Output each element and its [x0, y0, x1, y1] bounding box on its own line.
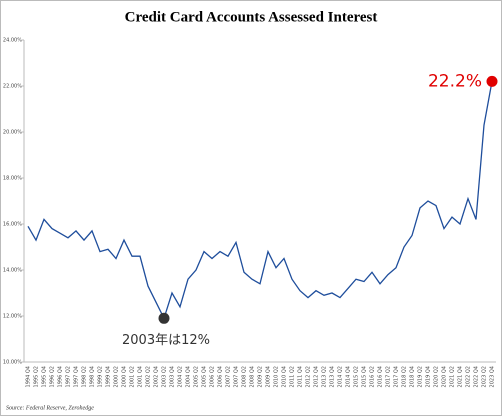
x-tick-label: 2008 Q4 [250, 366, 256, 387]
x-tick-label: 1995 Q4 [42, 366, 48, 387]
x-tick-label: 2020 Q2 [434, 366, 440, 387]
x-tick-label: 2002 Q4 [154, 366, 160, 387]
x-tick-label: 2000 Q4 [122, 366, 128, 387]
x-tick-label: 2021 Q4 [458, 366, 464, 387]
x-tick-label: 2007 Q2 [226, 366, 232, 387]
x-tick-label: 2003 Q4 [170, 366, 176, 387]
annotation: 2003年は12% [122, 333, 210, 348]
x-tick-label: 2023 Q2 [482, 366, 488, 387]
y-tick-label: 14.00% [3, 268, 22, 274]
x-tick-label: 2001 Q4 [138, 366, 144, 387]
x-tick-label: 2004 Q4 [186, 366, 192, 387]
y-tick-label: 24.00% [3, 38, 22, 44]
x-tick-label: 2021 Q2 [450, 366, 456, 387]
x-tick-label: 1995 Q2 [34, 366, 40, 387]
x-tick-label: 2008 Q2 [242, 366, 248, 387]
x-tick-label: 1999 Q4 [106, 366, 112, 387]
x-tick-label: 1997 Q2 [66, 366, 72, 387]
x-tick-label: 2005 Q2 [194, 366, 200, 387]
y-tick-label: 22.00% [3, 84, 22, 90]
x-tick-label: 2000 Q2 [114, 366, 120, 387]
x-tick-label: 2017 Q2 [386, 366, 392, 387]
y-tick-label: 20.00% [3, 130, 22, 136]
x-tick-label: 1998 Q2 [82, 366, 88, 387]
x-tick-label: 2018 Q2 [402, 366, 408, 387]
x-tick-label: 2002 Q2 [146, 366, 152, 387]
x-tick-label: 2009 Q4 [266, 366, 272, 387]
x-tick-label: 1994 Q4 [26, 366, 32, 387]
x-tick-label: 2010 Q2 [274, 366, 280, 387]
x-tick-label: 2009 Q2 [258, 366, 264, 387]
x-tick-label: 2017 Q4 [394, 366, 400, 387]
x-tick-label: 2004 Q2 [178, 366, 184, 387]
x-tick-label: 2012 Q2 [306, 366, 312, 387]
x-tick-label: 1996 Q2 [50, 366, 56, 387]
source: Source: Federal Reserve, Zerohedge [6, 405, 94, 411]
y-tick-label: 18.00% [3, 176, 22, 182]
x-tick-label: 2019 Q4 [426, 366, 432, 387]
x-tick-label: 2019 Q2 [418, 366, 424, 387]
x-tick-label: 2022 Q2 [466, 366, 472, 387]
x-tick-label: 2001 Q2 [130, 366, 136, 387]
x-tick-label: 2007 Q4 [234, 366, 240, 387]
highlight-point [158, 312, 170, 324]
series-line [27, 81, 493, 321]
x-tick-label: 2011 Q2 [290, 366, 296, 387]
x-tick-label: 2016 Q4 [378, 366, 384, 387]
chart-title: Credit Card Accounts Assessed Interest [125, 9, 378, 25]
y-tick-label: 16.00% [3, 222, 22, 228]
x-tick-label: 2005 Q4 [202, 366, 208, 387]
x-tick-label: 2014 Q2 [338, 366, 344, 387]
x-tick-label: 2018 Q4 [410, 366, 416, 387]
x-tick-label: 2014 Q4 [346, 366, 352, 387]
x-tick-label: 1998 Q4 [90, 366, 96, 387]
x-tick-label: 2023 Q4 [490, 366, 496, 387]
x-tick-label: 2011 Q4 [298, 366, 304, 387]
x-tick-label: 2015 Q2 [354, 366, 360, 387]
x-tick-label: 2016 Q2 [370, 366, 376, 387]
x-tick-label: 1997 Q4 [74, 366, 80, 387]
y-tick-label: 12.00% [3, 314, 22, 320]
x-tick-label: 1996 Q4 [58, 366, 64, 387]
x-tick-label: 2020 Q4 [442, 366, 448, 387]
x-tick-label: 2013 Q4 [330, 366, 336, 387]
y-tick-label: 10.00% [3, 360, 22, 366]
x-tick-label: 2010 Q4 [282, 366, 288, 387]
x-tick-label: 2006 Q2 [210, 366, 216, 387]
x-tick-label: 2003 Q2 [162, 366, 168, 387]
x-tick-label: 2012 Q4 [314, 366, 320, 387]
x-tick-label: 2006 Q4 [218, 366, 224, 387]
x-tick-label: 2015 Q4 [362, 366, 368, 387]
x-tick-label: 1999 Q2 [98, 366, 104, 387]
highlight-point [486, 75, 498, 87]
annotation: 22.2% [428, 71, 482, 91]
x-tick-label: 2022 Q4 [474, 366, 480, 387]
x-tick-label: 2013 Q2 [322, 366, 328, 387]
